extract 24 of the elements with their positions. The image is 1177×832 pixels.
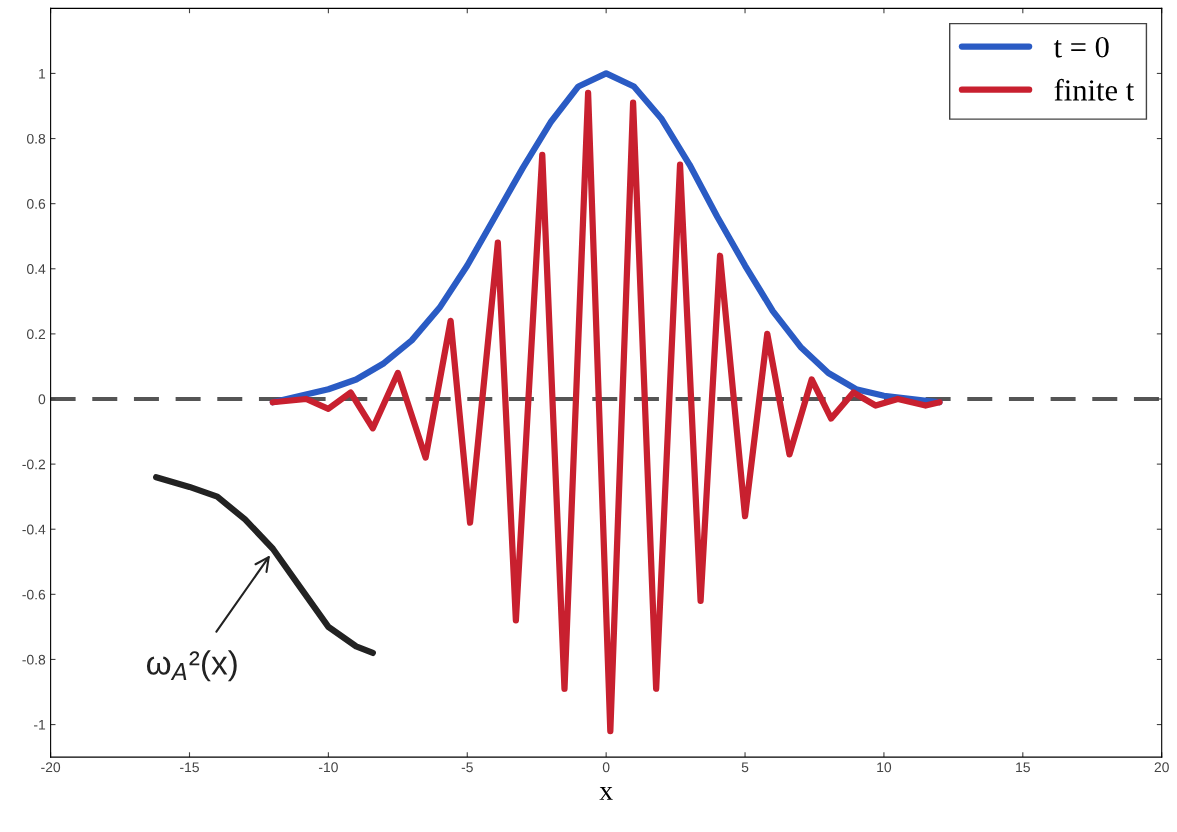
y-tick-label: -1 bbox=[34, 720, 46, 730]
annotation: ω$_{A}$²(x) bbox=[146, 650, 237, 682]
y-tick-label: 0.6 bbox=[26, 198, 46, 209]
x-tick-label: 20 bbox=[1154, 762, 1169, 773]
x-tick-label: -5 bbox=[461, 762, 473, 773]
x-tick-label: -15 bbox=[180, 762, 199, 773]
y-tick-label: 0.8 bbox=[26, 133, 46, 144]
y-tick-label: -0.4 bbox=[22, 524, 46, 535]
x-tick-label: -20 bbox=[41, 762, 61, 773]
x-tick-label: 5 bbox=[741, 762, 749, 773]
legend-label: t = 0 bbox=[1053, 36, 1109, 58]
y-tick-label: 0 bbox=[38, 394, 46, 405]
y-tick-label: -0.6 bbox=[22, 589, 46, 600]
x-tick-label: 10 bbox=[877, 762, 892, 773]
x-tick-label: -10 bbox=[318, 762, 338, 773]
y-tick-label: 0.2 bbox=[26, 329, 46, 340]
x-tick-label: 0 bbox=[602, 762, 610, 773]
y-tick-label: 1 bbox=[39, 68, 46, 79]
y-tick-label: -0.2 bbox=[22, 459, 46, 470]
y-tick-label: -0.8 bbox=[22, 654, 46, 665]
y-tick-label: 0.4 bbox=[26, 264, 46, 274]
x-axis-title: x bbox=[599, 787, 613, 800]
x-tick-label: 15 bbox=[1016, 762, 1030, 773]
legend-label: finite t bbox=[1054, 78, 1135, 101]
